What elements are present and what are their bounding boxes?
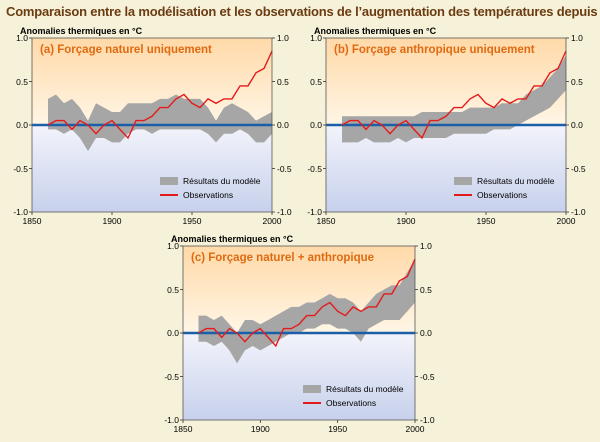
y-tick-label-right: 0.5 xyxy=(420,284,432,295)
y-tick-label-right: 1.0 xyxy=(420,241,432,251)
model-results-band xyxy=(342,55,566,143)
y-tick-label-left: 0.5 xyxy=(16,76,28,87)
y-tick-label-right: -1.0 xyxy=(277,207,292,217)
chart-panel-b: Anomalies thermiques en °C (b) Forçage an… xyxy=(307,26,585,226)
y-tick-label-right: 1.0 xyxy=(571,33,583,43)
x-tick-label: 1950 xyxy=(476,216,496,226)
y-tick-label-left: -1.0 xyxy=(13,207,28,217)
x-tick-label: 1850 xyxy=(173,424,193,434)
model-results-band xyxy=(48,94,272,152)
y-tick-label-left: 0.0 xyxy=(167,328,179,338)
page-title: Comparaison entre la modélisation et les… xyxy=(6,4,600,19)
legend-item-observations: Observations xyxy=(303,396,404,410)
y-tick-label-left: 0.5 xyxy=(310,76,322,87)
legend-label: Résultats du modèle xyxy=(477,176,555,186)
x-tick-label: 1950 xyxy=(328,424,348,434)
legend: Résultats du modèle Observations xyxy=(160,174,261,202)
y-axis-label: Anomalies thermiques en °C xyxy=(171,234,294,244)
legend-label: Résultats du modèle xyxy=(326,384,404,394)
legend-label: Observations xyxy=(477,190,528,200)
observations-line xyxy=(198,258,416,348)
x-tick-label: 1850 xyxy=(22,216,42,226)
legend-swatch-observations xyxy=(303,402,321,404)
panel-title: (b) Forçage anthropique uniquement xyxy=(334,44,535,56)
observations-line xyxy=(47,50,273,140)
legend-swatch-observations xyxy=(160,194,178,196)
legend-item-observations: Observations xyxy=(454,188,555,202)
y-tick-label-left: -0.5 xyxy=(307,163,322,174)
y-tick-label-right: -1.0 xyxy=(420,415,435,425)
chart-panel-c: Anomalies thermiques en °C (c) Forçage na… xyxy=(164,234,434,434)
model-results-band xyxy=(198,259,415,364)
legend-swatch-observations xyxy=(454,194,472,196)
x-tick-label: 1900 xyxy=(102,216,122,226)
observations-line xyxy=(341,50,567,140)
y-tick-label-left: 1.0 xyxy=(167,241,179,251)
y-tick-label-left: 1.0 xyxy=(310,33,322,43)
x-tick-label: 1900 xyxy=(250,424,270,434)
y-tick-label-right: -0.5 xyxy=(571,163,586,174)
y-tick-label-left: 0.0 xyxy=(16,120,28,130)
x-tick-label: 2000 xyxy=(262,216,282,226)
legend-label: Observations xyxy=(326,398,377,408)
cool-background xyxy=(32,125,272,212)
cool-background xyxy=(326,125,566,212)
legend-swatch-model xyxy=(160,177,178,185)
legend: Résultats du modèle Observations xyxy=(303,382,404,410)
y-tick-label-left: -1.0 xyxy=(164,415,179,425)
legend-swatch-model xyxy=(303,385,321,393)
y-tick-label-left: 0.0 xyxy=(310,120,322,130)
chart-plot-area xyxy=(29,37,275,215)
cool-background xyxy=(183,333,415,420)
y-tick-label-left: -0.5 xyxy=(164,371,179,382)
y-tick-label-right: -1.0 xyxy=(571,207,586,217)
y-tick-label-right: 0.5 xyxy=(277,76,289,87)
y-tick-label-left: -0.5 xyxy=(13,163,28,174)
y-tick-label-left: 0.5 xyxy=(167,284,179,295)
legend-item-model: Résultats du modèle xyxy=(454,174,555,188)
y-axis-label: Anomalies thermiques en °C xyxy=(20,26,143,36)
y-tick-label-right: -0.5 xyxy=(277,163,292,174)
y-tick-label-left: -1.0 xyxy=(307,207,322,217)
legend-item-model: Résultats du modèle xyxy=(160,174,261,188)
legend: Résultats du modèle Observations xyxy=(454,174,555,202)
y-tick-label-right: 0.0 xyxy=(277,120,289,130)
legend-item-observations: Observations xyxy=(160,188,261,202)
y-tick-label-right: 0.5 xyxy=(571,76,583,87)
y-axis-label: Anomalies thermiques en °C xyxy=(314,26,437,36)
y-tick-label-left: 1.0 xyxy=(16,33,28,43)
y-tick-label-right: -0.5 xyxy=(420,371,435,382)
legend-label: Résultats du modèle xyxy=(183,176,261,186)
x-tick-label: 1950 xyxy=(182,216,202,226)
legend-label: Observations xyxy=(183,190,234,200)
x-tick-label: 1850 xyxy=(316,216,336,226)
chart-plot-area xyxy=(323,37,569,215)
panel-title: (a) Forçage naturel uniquement xyxy=(40,44,212,56)
legend-item-model: Résultats du modèle xyxy=(303,382,404,396)
y-tick-label-right: 0.0 xyxy=(571,120,583,130)
y-tick-label-right: 1.0 xyxy=(277,33,289,43)
x-tick-label: 2000 xyxy=(405,424,425,434)
y-tick-label-right: 0.0 xyxy=(420,328,432,338)
x-tick-label: 2000 xyxy=(556,216,576,226)
chart-plot-area xyxy=(180,245,418,423)
x-tick-label: 1900 xyxy=(396,216,416,226)
chart-panel-a: Anomalies thermiques en °C (a) Forçage na… xyxy=(13,26,291,226)
legend-swatch-model xyxy=(454,177,472,185)
panel-title: (c) Forçage naturel + anthropique xyxy=(191,252,375,264)
